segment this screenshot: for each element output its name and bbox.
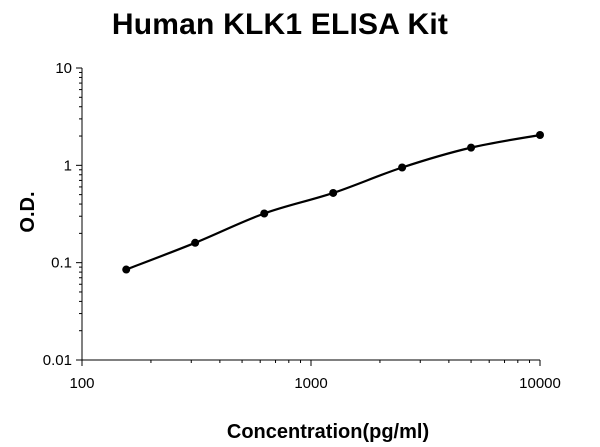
y-tick-label: 10 (55, 60, 72, 77)
data-point (329, 188, 338, 197)
x-tick-label: 1000 (294, 375, 327, 392)
fit-curve (125, 133, 541, 271)
data-point (191, 238, 200, 247)
data-point (398, 163, 407, 172)
x-tick-label: 100 (69, 375, 94, 392)
y-tick-label: 0.1 (51, 255, 72, 272)
data-points (122, 130, 544, 274)
y-tick-label: 0.01 (43, 352, 72, 369)
data-point (122, 265, 131, 274)
x-axis-title: Concentration(pg/ml) (227, 421, 429, 443)
data-point (260, 209, 269, 218)
fit-curve-path (125, 133, 541, 271)
chart-title: Human KLK1 ELISA Kit (111, 8, 449, 41)
tick-labels: 0.01 0.1 1 10 100 1000 10000 (43, 60, 561, 392)
x-tick-label: 10000 (519, 375, 561, 392)
axes (76, 67, 541, 366)
data-point (536, 130, 544, 139)
data-point (467, 143, 476, 152)
y-axis-title: O.D. (17, 191, 39, 232)
y-tick-label: 1 (64, 157, 72, 174)
